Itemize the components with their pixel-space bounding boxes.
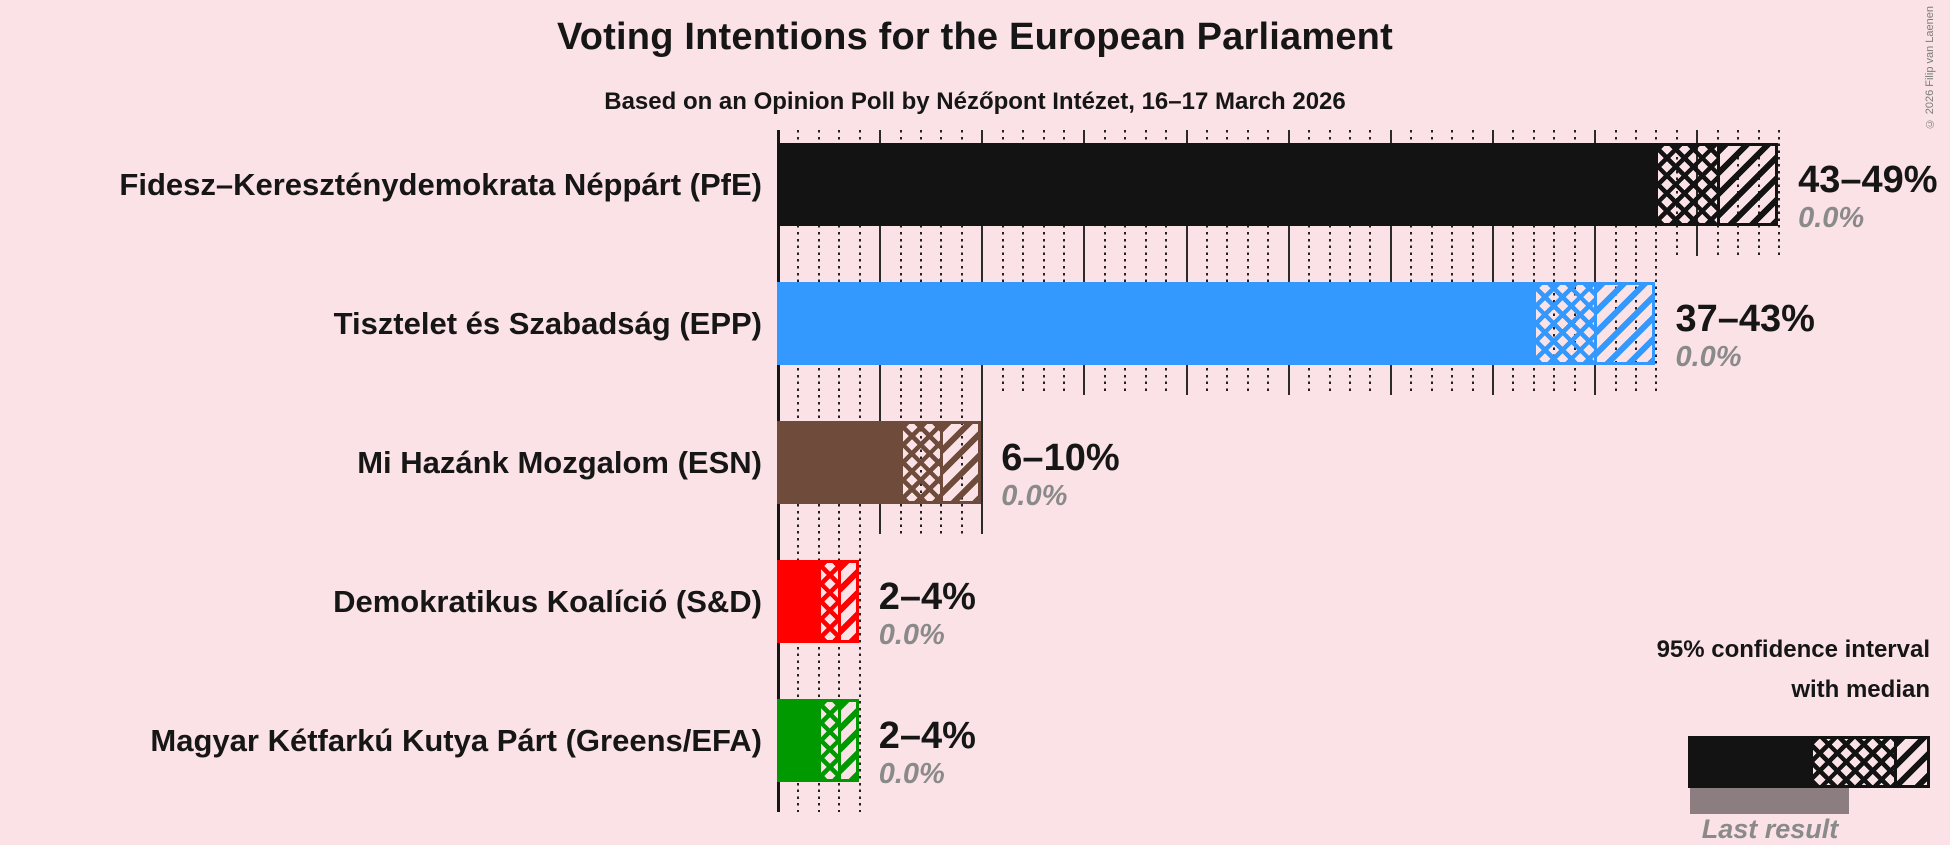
last-result-value: 0.0% <box>1001 480 1068 512</box>
legend-caption-line1: 95% confidence interval <box>1656 636 1930 663</box>
bar-value-label: 6–10% 0.0% <box>1001 421 1119 520</box>
legend-crosshatch <box>1813 739 1894 785</box>
minor-gridline <box>1165 130 1168 395</box>
minor-gridline <box>1103 130 1106 395</box>
diagonal-median-to-high <box>1716 146 1776 223</box>
last-result-value: 0.0% <box>878 758 945 790</box>
legend-caption-line2: with median <box>1791 676 1930 703</box>
party-label: Magyar Kétfarkú Kutya Párt (Greens/EFA) <box>150 722 762 758</box>
chart-subtitle: Based on an Opinion Poll by Nézőpont Int… <box>604 88 1346 115</box>
minor-gridline <box>1226 130 1229 395</box>
bar-solid-segment <box>777 143 1657 226</box>
party-label: Demokratikus Koalíció (S&D) <box>333 583 762 619</box>
legend-last-result-label: Last result <box>1701 814 1839 844</box>
crosshatch-low-to-median <box>1658 146 1717 223</box>
major-gridline <box>1492 130 1495 395</box>
major-gridline <box>1083 130 1086 395</box>
legend-hatch-segment <box>1810 736 1930 788</box>
bar-confidence-interval <box>1655 143 1779 226</box>
confidence-range-value: 6–10% <box>1001 437 1120 479</box>
minor-gridline <box>1246 130 1249 395</box>
minor-gridline <box>1512 130 1515 395</box>
minor-gridline <box>1430 130 1433 395</box>
last-result-value: 0.0% <box>878 619 945 651</box>
party-label: Fidesz–Kereszténydemokrata Néppárt (PfE) <box>119 166 762 202</box>
bar-value-label: 2–4% 0.0% <box>879 699 976 798</box>
minor-gridline <box>1553 130 1556 395</box>
minor-gridline <box>1655 130 1658 395</box>
crosshatch-low-to-median <box>1535 285 1595 362</box>
bar-value-label: 2–4% 0.0% <box>879 560 976 659</box>
minor-gridline <box>1206 130 1209 395</box>
diagonal-median-to-high <box>1594 285 1653 362</box>
bar-confidence-interval <box>1532 282 1656 365</box>
confidence-range-value: 2–4% <box>878 715 976 757</box>
copyright-notice: © 2026 Filip van Laenen <box>1924 6 1936 130</box>
minor-gridline <box>1369 130 1372 395</box>
legend-diagonal <box>1894 739 1927 785</box>
bar-confidence-interval <box>899 421 982 504</box>
legend-last-result-bar <box>1690 788 1849 814</box>
bar-value-label: 37–43% 0.0% <box>1675 282 1814 381</box>
page-title: Voting Intentions for the European Parli… <box>557 16 1393 58</box>
diagonal-median-to-high <box>838 563 856 640</box>
minor-gridline <box>1410 130 1413 395</box>
last-result-value: 0.0% <box>1675 341 1742 373</box>
bar-solid-segment <box>777 282 1534 365</box>
minor-gridline <box>1267 130 1270 395</box>
confidence-range-value: 2–4% <box>878 576 976 618</box>
crosshatch-low-to-median <box>902 424 941 501</box>
bar-solid-segment <box>777 699 819 782</box>
minor-gridline <box>1451 130 1454 395</box>
bar-solid-segment <box>777 560 819 643</box>
minor-gridline <box>1635 130 1638 395</box>
minor-gridline <box>1532 130 1535 395</box>
legend-solid-segment <box>1688 736 1810 788</box>
minor-gridline <box>1328 130 1331 395</box>
major-gridline <box>1185 130 1188 395</box>
confidence-range-value: 37–43% <box>1675 298 1815 340</box>
bar-value-label: 43–49% 0.0% <box>1798 143 1937 242</box>
minor-gridline <box>1063 130 1066 395</box>
diagonal-median-to-high <box>838 702 856 779</box>
major-gridline <box>1594 130 1597 395</box>
minor-gridline <box>1573 130 1576 395</box>
confidence-range-value: 43–49% <box>1798 159 1938 201</box>
minor-gridline <box>1001 130 1004 395</box>
major-gridline <box>1287 130 1290 395</box>
legend-sample-bar <box>1688 736 1930 788</box>
crosshatch-low-to-median <box>820 563 839 640</box>
minor-gridline <box>1144 130 1147 395</box>
bar-confidence-interval <box>817 560 859 643</box>
legend-caption: 95% confidence interval with median <box>1657 630 1930 710</box>
minor-gridline <box>1124 130 1127 395</box>
minor-gridline <box>1614 130 1617 395</box>
party-label: Mi Hazánk Mozgalom (ESN) <box>357 444 762 480</box>
crosshatch-low-to-median <box>820 702 839 779</box>
minor-gridline <box>1349 130 1352 395</box>
minor-gridline <box>1308 130 1311 395</box>
minor-gridline <box>1042 130 1045 395</box>
diagonal-median-to-high <box>940 424 979 501</box>
minor-gridline <box>1471 130 1474 395</box>
party-label: Tisztelet és Szabadság (EPP) <box>333 305 762 341</box>
major-gridline <box>1389 130 1392 395</box>
minor-gridline <box>1778 130 1781 256</box>
minor-gridline <box>1022 130 1025 395</box>
bar-confidence-interval <box>817 699 859 782</box>
bar-solid-segment <box>777 421 901 504</box>
last-result-value: 0.0% <box>1798 202 1865 234</box>
